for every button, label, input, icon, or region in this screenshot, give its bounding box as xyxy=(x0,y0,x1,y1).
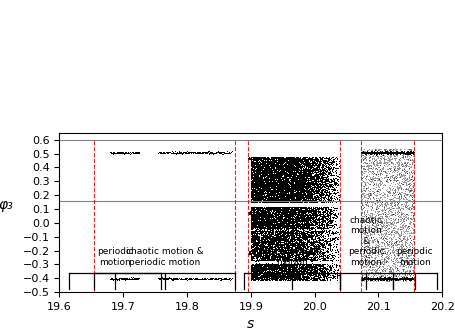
X-axis label: s: s xyxy=(247,317,254,331)
Y-axis label: φ₃: φ₃ xyxy=(0,199,13,212)
Text: quasi-periodic
motion: quasi-periodic motion xyxy=(260,247,324,267)
Text: chaotic
motion
&
periodic
motion: chaotic motion & periodic motion xyxy=(347,216,384,267)
Text: periodic
motion: periodic motion xyxy=(96,247,133,267)
Text: periodic
motion: periodic motion xyxy=(396,247,432,267)
Text: chaotic motion &
periodic motion: chaotic motion & periodic motion xyxy=(126,247,203,267)
